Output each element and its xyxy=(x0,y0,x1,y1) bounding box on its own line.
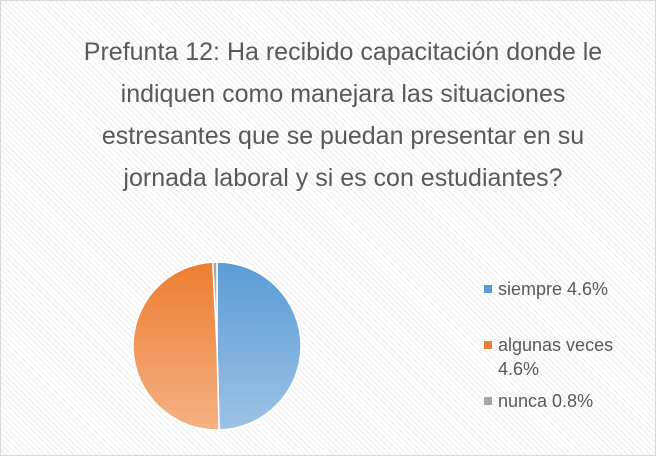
legend-swatch xyxy=(484,341,492,349)
legend-item: algunas veces 4.6% xyxy=(481,333,638,381)
legend-swatch xyxy=(484,285,492,293)
legend-label: nunca 0.8% xyxy=(498,391,594,411)
legend-label: algunas veces 4.6% xyxy=(498,335,614,379)
legend-swatch xyxy=(484,397,492,405)
legend: siempre 4.6% algunas veces 4.6% nunca 0.8% xyxy=(481,277,646,445)
legend-label: siempre 4.6% xyxy=(498,279,609,299)
legend-item: siempre 4.6% xyxy=(481,277,638,301)
pie-slice xyxy=(132,261,220,431)
legend-item: nunca 0.8% xyxy=(481,389,638,413)
pie-slice xyxy=(216,261,302,431)
chart-title: Prefunta 12: Ha recibido capacitación do… xyxy=(83,38,603,192)
pie-slice xyxy=(211,261,218,347)
